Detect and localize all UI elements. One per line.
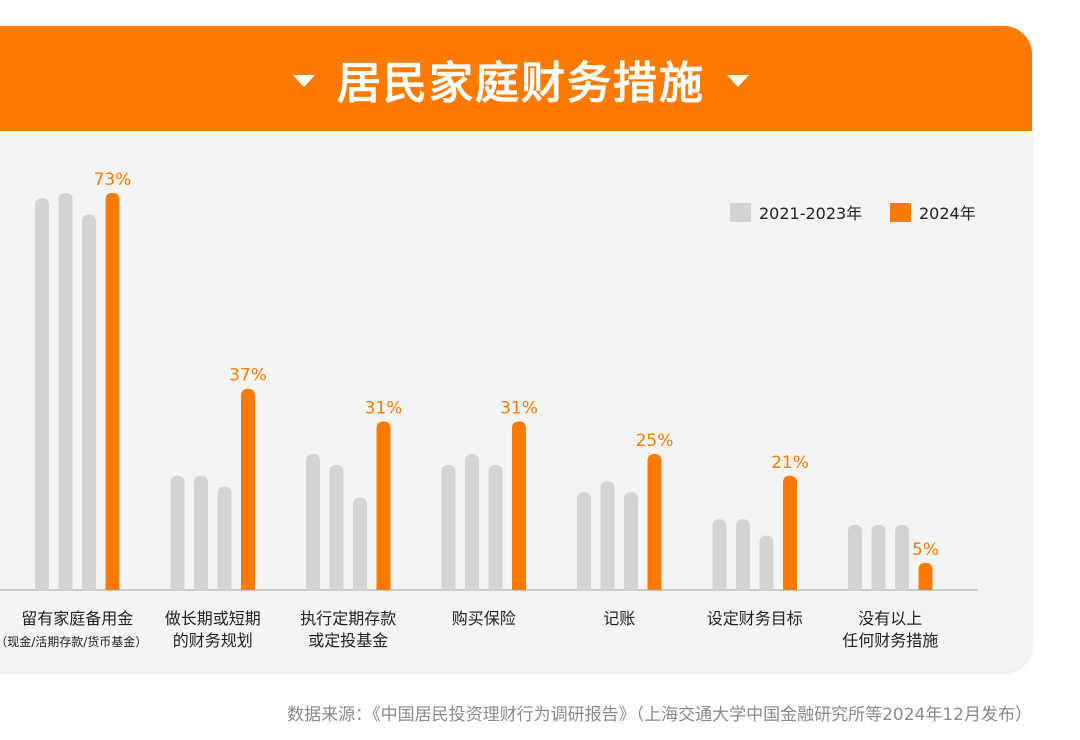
- category-label: 做长期或短期: [165, 609, 261, 628]
- bar-6-series-2: [736, 519, 750, 590]
- bar-2-series-2: [194, 475, 208, 590]
- bar-5-series-2: [600, 481, 615, 590]
- bar-4-series-4: [512, 421, 526, 590]
- data-label: 25%: [636, 431, 674, 451]
- category-label: 没有以上: [858, 609, 922, 628]
- bar-6-series-1: [712, 519, 727, 590]
- bar-2-series-1: [170, 475, 185, 590]
- legend-swatch-2024: [890, 203, 911, 222]
- bar-1-series-3: [82, 214, 96, 590]
- category-label: 设定财务目标: [707, 609, 803, 628]
- bar-5-series-3: [624, 492, 638, 590]
- triangle-down-icon: [727, 74, 749, 87]
- category-label: 任何财务措施: [842, 631, 938, 650]
- data-source-note: 数据来源：《中国居民投资理财行为调研报告》（上海交通大学中国金融研究所等2024…: [287, 705, 1032, 725]
- bar-6-series-4: [783, 475, 797, 590]
- page-title: 居民家庭财务措施: [337, 57, 705, 109]
- category-label: 记账: [603, 609, 635, 628]
- triangle-down-icon: [293, 74, 315, 87]
- bar-7-series-2: [871, 524, 886, 590]
- bar-7-series-4: [918, 562, 933, 590]
- category-label: 执行定期存款: [300, 609, 396, 628]
- bar-1-series-2: [58, 192, 73, 590]
- bar-4-series-3: [488, 464, 503, 590]
- bar-3-series-3: [353, 497, 367, 590]
- bar-5-series-4: [647, 454, 662, 590]
- category-label: 留有家庭备用金: [21, 609, 133, 628]
- bar-3-series-4: [376, 421, 391, 590]
- bar-4-series-1: [441, 464, 456, 590]
- bar-7-series-1: [848, 524, 862, 590]
- data-label: 21%: [771, 453, 809, 473]
- data-label: 37%: [229, 366, 267, 386]
- bar-7-series-3: [895, 524, 909, 590]
- bar-1-series-4: [105, 192, 120, 590]
- bar-3-series-1: [306, 454, 320, 590]
- data-label: 73%: [94, 170, 132, 190]
- bar-3-series-2: [329, 464, 344, 590]
- category-label: 的财务规划: [173, 631, 253, 650]
- title-banner: 居民家庭财务措施: [0, 26, 1032, 131]
- category-label: 购买保险: [452, 609, 516, 628]
- bar-2-series-4: [241, 388, 255, 590]
- bar-6-series-3: [759, 535, 774, 590]
- bar-chart: 73% 37% 31% 31% 25% 21% 5% 留有家庭备用金 （现金/活期存款/货币基金…: [0, 170, 978, 650]
- legend-swatch-2021-2023: [730, 203, 751, 222]
- data-label: 31%: [500, 398, 538, 418]
- data-label: 31%: [365, 398, 403, 418]
- bar-4-series-2: [465, 454, 479, 590]
- bar-5-series-1: [577, 492, 591, 590]
- legend-label: 2024年: [919, 204, 976, 223]
- bar-2-series-3: [217, 486, 232, 590]
- category-label: 或定投基金: [308, 631, 388, 650]
- data-label: 5%: [912, 540, 939, 560]
- category-label: （现金/活期存款/货币基金）: [0, 634, 147, 649]
- legend-label: 2021-2023年: [759, 204, 862, 223]
- bar-1-series-1: [35, 198, 49, 590]
